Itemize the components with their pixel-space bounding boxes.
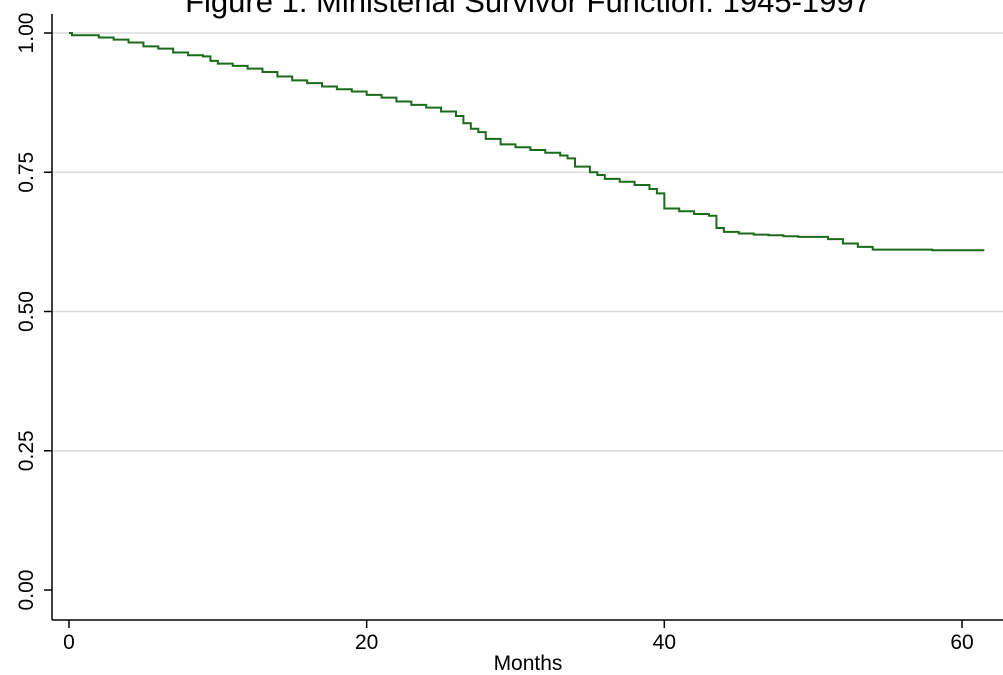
x-axis-label: Months bbox=[494, 652, 563, 675]
gridlines bbox=[53, 32, 1003, 452]
x-tick-label-2: 40 bbox=[653, 631, 676, 654]
x-tick-label-1: 20 bbox=[355, 631, 378, 654]
y-tick-label-4: 1.00 bbox=[15, 13, 38, 54]
ticks: 0.00 0.25 0.50 0.75 1.00 0 20 40 60 bbox=[15, 13, 974, 654]
x-tick-label-3: 60 bbox=[950, 631, 973, 654]
y-tick-label-3: 0.75 bbox=[15, 152, 38, 193]
series-layer bbox=[69, 32, 985, 252]
y-tick-label-0: 0.00 bbox=[15, 570, 38, 611]
survivor-line-0 bbox=[69, 32, 985, 252]
chart-title: Figure 1: Ministerial Survivor Function:… bbox=[185, 0, 871, 19]
y-tick-label-1: 0.25 bbox=[15, 430, 38, 471]
x-tick-label-0: 0 bbox=[63, 631, 75, 654]
y-tick-label-2: 0.50 bbox=[15, 291, 38, 332]
axes bbox=[51, 14, 1003, 621]
